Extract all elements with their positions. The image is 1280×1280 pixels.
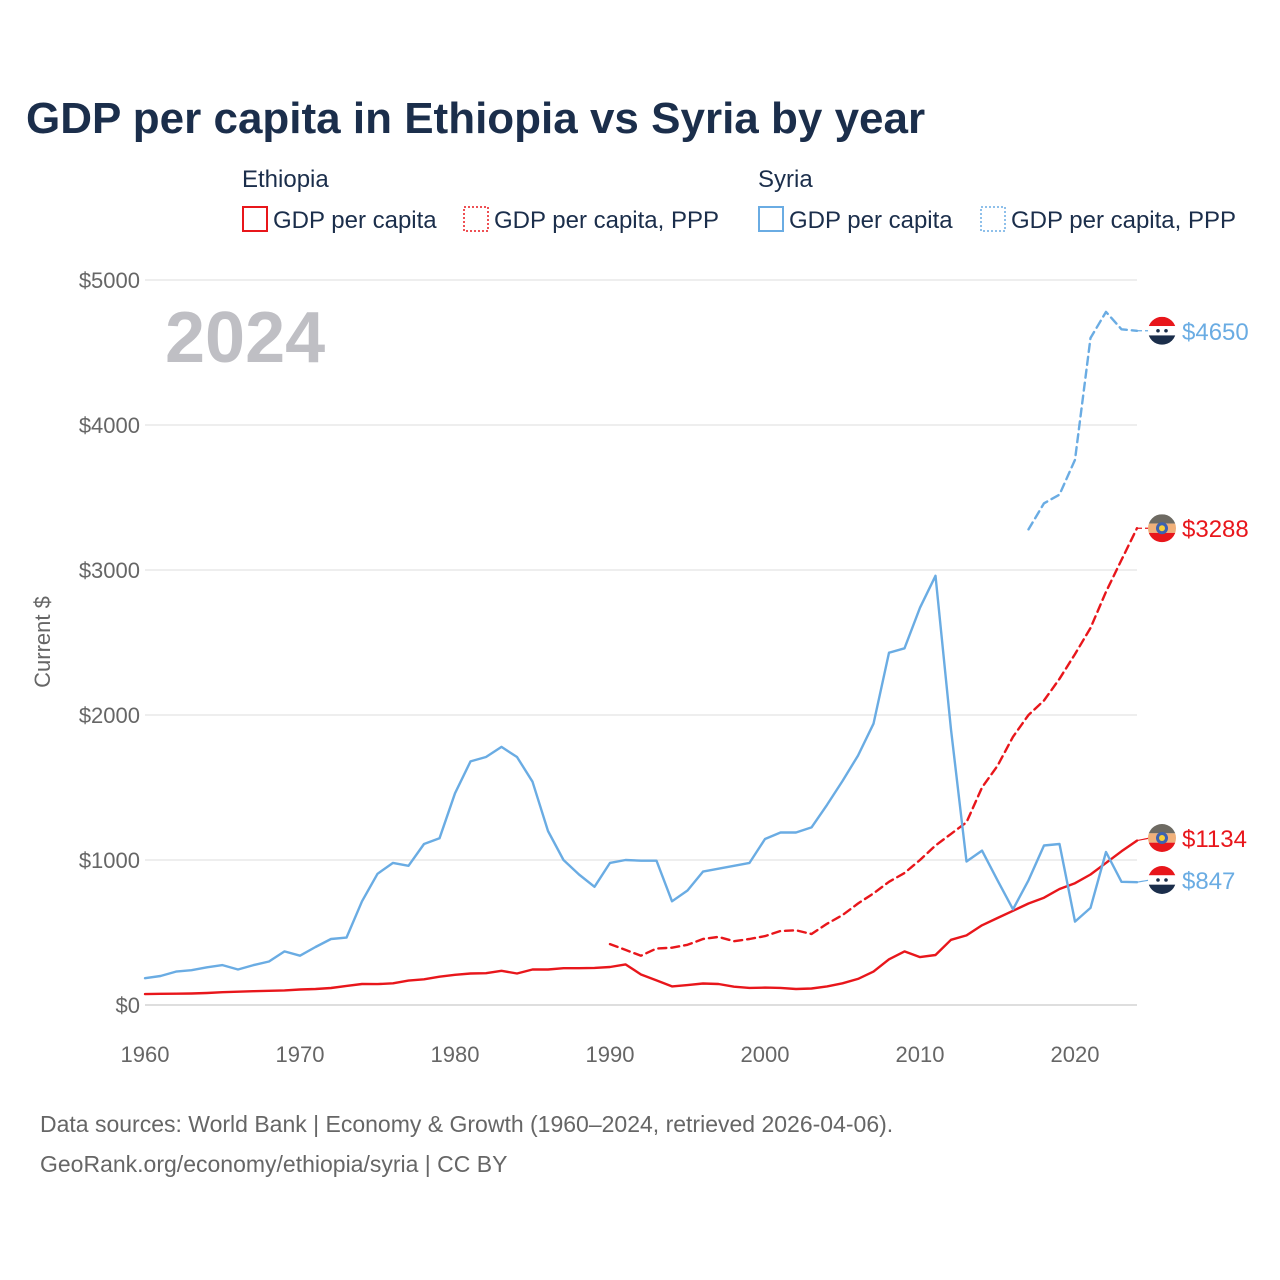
series-line-syria-gdp-per-capita-ppp [1027,310,1139,531]
legend-swatch-ethiopia-gdp [242,206,268,232]
grid [145,279,1137,1006]
y-tick-label: $4000 [79,413,140,438]
series-line-ethiopia-gdp-per-capita [143,839,1139,996]
legend-swatch-syria-gdp [758,206,784,232]
ethiopia-flag-icon [1148,824,1176,852]
legend-label-ethiopia-gdp: GDP per capita [273,207,437,234]
x-tick-label: 2020 [1051,1042,1100,1067]
y-tick-label: $1000 [79,848,140,873]
chart-title: GDP per capita in Ethiopia vs Syria by y… [26,94,925,143]
legend-label-syria-gdp: GDP per capita [789,207,953,234]
end-connector-ethiopia-gdp-per-capita [1136,837,1151,842]
y-axis-title: Current $ [30,596,55,688]
legend-swatch-ethiopia-ppp [463,206,489,232]
y-tick-label: $3000 [79,558,140,583]
x-tick-label: 1960 [121,1042,170,1067]
y-tick-label: $2000 [79,703,140,728]
series-line-syria-gdp-per-capita [143,574,1139,980]
end-label-ethiopia-gdp-per-capita: $1134 [1182,826,1247,853]
legend-label-syria-ppp: GDP per capita, PPP [1011,207,1236,234]
x-tick-label: 1990 [586,1042,635,1067]
x-tick-label: 1980 [431,1042,480,1067]
x-tick-label: 1970 [276,1042,325,1067]
footer-credit: GeoRank.org/economy/ethiopia/syria | CC … [40,1151,507,1177]
x-axis-ticks: 1960 1970 1980 1990 2000 2010 2020 [121,1042,1100,1067]
footer-sources: Data sources: World Bank | Economy & Gro… [40,1111,893,1137]
legend-swatch-syria-ppp [980,206,1006,232]
legend: Ethiopia GDP per capita GDP per capita, … [242,166,1236,234]
end-label-ethiopia-gdp-per-capita-ppp: $3288 [1182,516,1249,543]
end-connector-syria-gdp-per-capita [1136,879,1151,883]
legend-group-syria: Syria [758,166,813,193]
x-tick-label: 2010 [896,1042,945,1067]
syria-flag-icon [1148,316,1176,345]
y-tick-label: $5000 [79,268,140,293]
x-tick-label: 2000 [741,1042,790,1067]
y-axis-ticks: $0 $1000 $2000 $3000 $4000 $5000 [79,268,140,1018]
syria-flag-icon [1148,866,1176,894]
end-label-syria-gdp-per-capita: $847 [1182,868,1235,895]
series-line-ethiopia-gdp-per-capita-ppp [608,527,1139,957]
ethiopia-flag-icon [1148,514,1176,543]
series-layer [143,310,1139,996]
year-watermark: 2024 [165,298,325,378]
legend-label-ethiopia-ppp: GDP per capita, PPP [494,207,719,234]
end-label-syria-gdp-per-capita-ppp: $4650 [1182,319,1249,346]
end-labels: $1134 $3288 $847 $4650 [1136,316,1249,895]
y-tick-label: $0 [116,993,140,1018]
legend-group-ethiopia: Ethiopia [242,166,329,193]
